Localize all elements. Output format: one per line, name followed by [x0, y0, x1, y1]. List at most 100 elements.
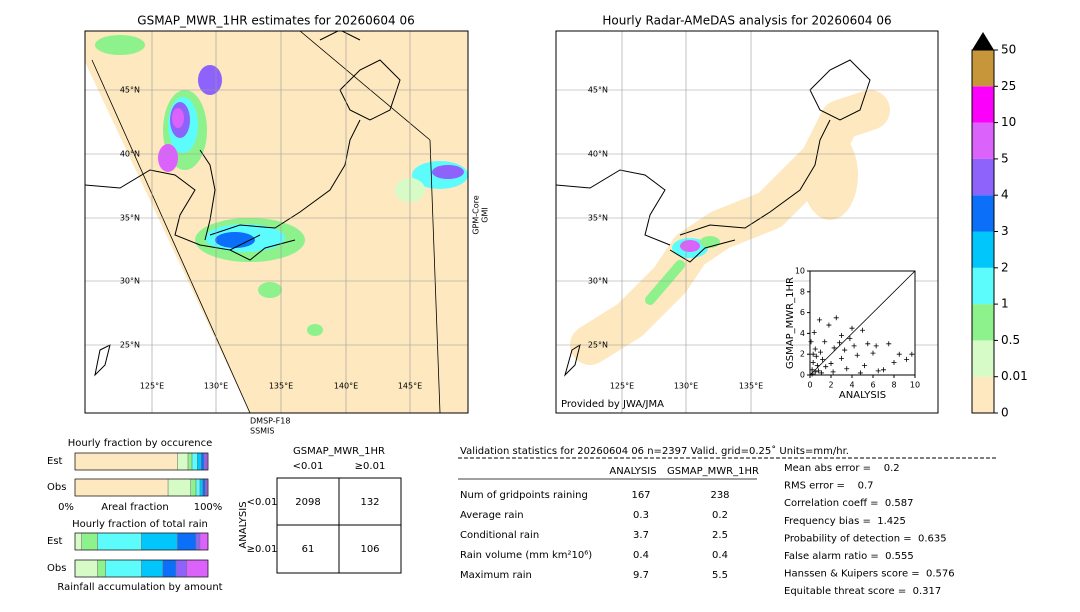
colorbar-label: 0.01 — [1001, 369, 1028, 383]
stat-value: 5.5 — [712, 570, 728, 581]
row-axis-label: ANALYSIS — [238, 501, 249, 548]
table-cell: 132 — [360, 497, 379, 508]
stat-label: Rain volume (mm km²10⁶) — [460, 550, 592, 561]
score: Probability of detection = 0.635 — [784, 533, 947, 544]
bar-segment — [195, 478, 201, 497]
x-tick-label: 8 — [891, 381, 896, 390]
bar-segment — [74, 532, 82, 551]
lat-label: 30°N — [588, 277, 608, 286]
bar-frame — [74, 478, 209, 497]
point — [833, 315, 839, 321]
left-map-frame — [84, 30, 469, 414]
colorbar-bin — [972, 231, 994, 268]
colorbar-label: 3 — [1001, 224, 1009, 238]
bar-segment — [187, 452, 193, 471]
point — [808, 339, 814, 345]
stat-label: Maximum rain — [460, 570, 532, 581]
stat-value: 9.7 — [633, 570, 649, 581]
satellite-label: GPM-Core — [472, 195, 481, 234]
point — [851, 343, 857, 349]
colorbar-label: 25 — [1001, 79, 1016, 93]
bar-segment — [175, 559, 187, 578]
bar-frame — [74, 452, 209, 471]
stat-value: 238 — [710, 490, 729, 501]
bar-frame — [74, 559, 209, 578]
colorbar-bin — [972, 304, 994, 341]
bar-segment — [191, 452, 198, 471]
bar-segment — [202, 478, 206, 497]
point — [904, 356, 910, 362]
lon-label: 145°E — [398, 382, 422, 391]
lat-label: 45°N — [120, 86, 140, 95]
colorbar-bin — [972, 86, 994, 123]
bar-segment — [203, 452, 207, 471]
x-tick-label: 2 — [828, 381, 833, 390]
stat-value: 0.2 — [712, 510, 728, 521]
point — [813, 353, 819, 359]
colorbar-label: 0.5 — [1001, 333, 1020, 347]
stat-label: Average rain — [460, 510, 524, 521]
point — [860, 327, 865, 333]
diagonal — [809, 270, 916, 376]
bar-segment — [141, 559, 164, 578]
colorbar-extend — [972, 32, 994, 50]
stat-value: 2.5 — [712, 530, 728, 541]
bar-segment — [167, 478, 191, 497]
lon-label: 130°E — [204, 382, 228, 391]
satellite-label: DMSP-F18 — [250, 417, 290, 426]
point — [826, 322, 832, 328]
stat-value: 0.3 — [633, 510, 649, 521]
axis-label: 0% — [58, 502, 74, 513]
point — [842, 347, 848, 353]
bar-segment — [74, 452, 178, 471]
point — [818, 349, 823, 355]
lon-label: 135°E — [269, 382, 293, 391]
bar-segment — [195, 532, 201, 551]
map-title: Hourly Radar-AMeDAS analysis for 2026060… — [602, 14, 891, 28]
x-tick-label: 6 — [870, 381, 875, 390]
col-header: GSMAP_MWR_1HR — [667, 466, 759, 477]
point — [836, 340, 842, 346]
score: False alarm ratio = 0.555 — [784, 551, 914, 562]
colorbar-bin — [972, 50, 994, 87]
point — [820, 356, 826, 362]
score: Equitable threat score = 0.317 — [784, 586, 941, 597]
point — [854, 352, 860, 358]
bar-title: Hourly fraction of total rain — [72, 519, 208, 530]
lat-label: 45°N — [588, 86, 608, 95]
y-tick-label: 2 — [800, 350, 805, 359]
bar-segment — [97, 559, 106, 578]
point — [839, 332, 844, 338]
point — [873, 343, 879, 349]
point — [812, 346, 818, 352]
stat-value: 3.7 — [633, 530, 649, 541]
point — [886, 341, 892, 347]
lon-label: 135°E — [739, 382, 763, 391]
lat-label: 30°N — [120, 277, 140, 286]
row-label: Obs — [47, 482, 66, 493]
bar-segment — [199, 478, 203, 497]
y-axis-label: GSMAP_MWR_1HR — [785, 277, 796, 369]
lon-label: 130°E — [674, 382, 698, 391]
bar-segment — [74, 478, 169, 497]
stat-label: Conditional rain — [460, 530, 539, 541]
colorbar-label: 2 — [1001, 260, 1009, 274]
colorbar-label: 10 — [1001, 115, 1016, 129]
axis-label: Rainfall accumulation by amount — [57, 582, 222, 593]
table-cell: 106 — [360, 544, 379, 555]
point — [812, 369, 818, 375]
axis-label: 100% — [194, 502, 223, 513]
point — [823, 364, 829, 370]
row-label: Est — [47, 536, 63, 547]
row-header: ≥0.01 — [247, 544, 278, 555]
left-map — [85, 31, 468, 413]
x-tick-label: 10 — [910, 381, 920, 390]
point — [816, 317, 822, 323]
point — [839, 355, 844, 361]
x-tick-label: 4 — [849, 381, 854, 390]
colorbar-label: 1 — [1001, 297, 1009, 311]
satellite-label: GMI — [481, 207, 490, 222]
point — [810, 360, 816, 366]
bar-segment — [162, 559, 177, 578]
